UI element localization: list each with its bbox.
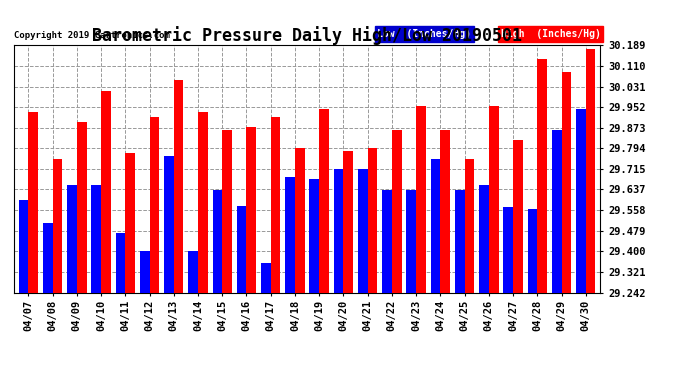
- Text: Copyright 2019 Cartronics.com: Copyright 2019 Cartronics.com: [14, 31, 170, 40]
- Bar: [28, 112, 38, 292]
- Bar: [126, 153, 135, 292]
- Bar: [464, 159, 474, 292]
- Bar: [406, 190, 416, 292]
- Bar: [43, 222, 52, 292]
- Bar: [67, 184, 77, 292]
- Bar: [222, 130, 232, 292]
- Bar: [416, 106, 426, 292]
- Bar: [528, 210, 538, 292]
- Bar: [101, 91, 110, 292]
- Bar: [164, 156, 174, 292]
- Bar: [310, 180, 319, 292]
- Bar: [455, 190, 464, 292]
- Bar: [504, 207, 513, 292]
- Text: High  (Inches/Hg): High (Inches/Hg): [500, 29, 600, 39]
- Bar: [576, 109, 586, 292]
- Bar: [358, 169, 368, 292]
- Bar: [188, 251, 198, 292]
- Bar: [285, 177, 295, 292]
- Bar: [334, 169, 344, 292]
- Text: Low  (Inches/Hg): Low (Inches/Hg): [377, 29, 471, 39]
- Bar: [77, 122, 86, 292]
- Bar: [562, 72, 571, 292]
- Bar: [91, 184, 101, 292]
- Bar: [368, 148, 377, 292]
- Bar: [431, 159, 440, 292]
- Bar: [489, 106, 498, 292]
- Bar: [52, 159, 62, 292]
- Bar: [586, 49, 595, 292]
- Bar: [19, 200, 28, 292]
- Bar: [261, 263, 270, 292]
- Bar: [552, 130, 562, 292]
- Bar: [392, 130, 402, 292]
- Bar: [295, 148, 304, 292]
- Bar: [513, 140, 523, 292]
- Bar: [538, 59, 547, 292]
- Bar: [479, 184, 489, 292]
- Bar: [150, 117, 159, 292]
- Bar: [319, 109, 329, 292]
- Bar: [213, 190, 222, 292]
- Bar: [270, 117, 280, 292]
- Bar: [344, 151, 353, 292]
- Bar: [246, 127, 256, 292]
- Title: Barometric Pressure Daily High/Low 20190501: Barometric Pressure Daily High/Low 20190…: [92, 26, 522, 45]
- Bar: [382, 190, 392, 292]
- Bar: [198, 112, 208, 292]
- Bar: [440, 130, 450, 292]
- Bar: [140, 251, 150, 292]
- Bar: [116, 233, 126, 292]
- Bar: [174, 80, 184, 292]
- Bar: [237, 206, 246, 292]
